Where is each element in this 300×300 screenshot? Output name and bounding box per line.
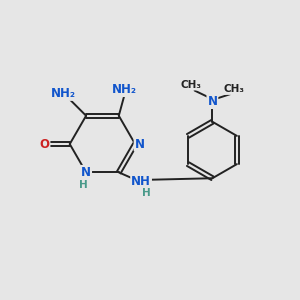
Text: N: N (207, 95, 218, 108)
Text: O: O (40, 138, 50, 151)
Text: H: H (142, 188, 151, 198)
Text: N: N (135, 138, 145, 151)
Text: N: N (81, 166, 91, 179)
Text: H: H (79, 180, 88, 190)
Text: NH₂: NH₂ (112, 83, 136, 96)
Text: NH₂: NH₂ (51, 87, 76, 100)
Text: CH₃: CH₃ (223, 84, 244, 94)
Text: NH: NH (131, 175, 151, 188)
Text: CH₃: CH₃ (181, 80, 202, 90)
